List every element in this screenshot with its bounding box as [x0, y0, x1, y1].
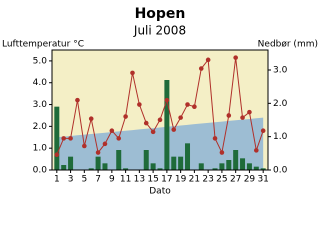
- chart-title: Hopen: [135, 6, 186, 22]
- y2-tick-label: 3.0: [273, 66, 288, 76]
- temperature-point: [157, 117, 163, 123]
- temperature-point: [178, 115, 183, 120]
- y2-tick-label: 0.0: [273, 166, 288, 176]
- precip-bar: [246, 163, 252, 170]
- temperature-point: [240, 115, 245, 120]
- precip-bar: [116, 150, 122, 170]
- temperature-point: [198, 66, 204, 71]
- temperature-point: [219, 150, 225, 155]
- x-tick-label: 9: [109, 175, 115, 185]
- temperature-point: [82, 143, 87, 149]
- precip-bar: [54, 106, 60, 170]
- x-tick-label: 31: [257, 175, 268, 185]
- temperature-point: [61, 136, 66, 141]
- temperature-point: [54, 152, 60, 158]
- precip-bar: [123, 168, 129, 170]
- temperature-point: [75, 97, 80, 103]
- precip-bar: [240, 158, 246, 170]
- temperature-point: [95, 150, 101, 155]
- y-tick-label: 5.0: [33, 56, 48, 66]
- x-tick-label: 21: [189, 175, 200, 185]
- temperature-point: [68, 136, 73, 141]
- temperature-point: [130, 70, 135, 76]
- precip-bar: [260, 168, 266, 170]
- temperature-point: [171, 127, 177, 132]
- y-tick-label: 4.0: [33, 78, 48, 88]
- precip-bar: [95, 156, 101, 170]
- temperature-point: [247, 109, 252, 115]
- precip-bar: [233, 150, 239, 170]
- x-tick-label: 1: [54, 175, 60, 185]
- precip-bar: [88, 168, 94, 170]
- temperature-point: [212, 136, 218, 141]
- plot-frame: [51, 49, 269, 171]
- x-tick-label: 13: [134, 175, 145, 185]
- temperature-point: [185, 102, 190, 107]
- precip-bar: [150, 163, 156, 170]
- precip-bar: [164, 80, 170, 170]
- temperature-point: [226, 113, 232, 118]
- x-tick-label: 5: [81, 175, 87, 185]
- x-tick-label: 3: [68, 175, 74, 185]
- x-tick-label: 17: [161, 175, 172, 185]
- temperature-point: [233, 55, 238, 60]
- x-tick-label: 19: [175, 175, 187, 185]
- precip-bar: [253, 166, 259, 170]
- temperature-point: [102, 141, 108, 147]
- precip-bar: [157, 168, 163, 170]
- x-tick-label: 23: [202, 175, 213, 185]
- x-tick-label: 25: [216, 175, 227, 185]
- x-tick-label: 15: [147, 175, 158, 185]
- y-tick-label: 0.0: [33, 166, 48, 176]
- precip-bar: [178, 156, 184, 170]
- temperature-point: [254, 148, 259, 153]
- temperature-point: [164, 97, 170, 103]
- temperature-point: [109, 128, 115, 134]
- x-tick-label: 29: [244, 175, 256, 185]
- precip-bar: [68, 156, 74, 170]
- temperature-point: [88, 116, 94, 122]
- temperature-point: [150, 129, 156, 135]
- y2-tick-label: 1.0: [273, 132, 288, 142]
- precip-bar: [198, 163, 204, 170]
- precip-bar: [226, 160, 232, 170]
- precip-bar: [61, 165, 67, 170]
- y-tick-label: 3.0: [33, 100, 48, 110]
- precip-bar: [102, 163, 108, 170]
- x-tick-label: 11: [120, 175, 131, 185]
- y2-axis-label: Nedbør (mm): [258, 40, 318, 50]
- precip-bar: [171, 156, 177, 170]
- precip-bar: [185, 143, 191, 170]
- normal-area: [56, 117, 264, 170]
- precip-bar: [143, 150, 149, 170]
- temperature-point: [192, 104, 197, 110]
- x-tick-label: 27: [230, 175, 241, 185]
- y-axis-label: Lufttemperatur °C: [2, 40, 84, 50]
- chart: Hopen Juli 2008 Lufttemperatur °C Nedbør…: [2, 6, 318, 197]
- temperature-point: [143, 120, 149, 126]
- y-tick-label: 2.0: [33, 122, 48, 132]
- temperature-point: [116, 136, 122, 141]
- temperature-point: [260, 128, 266, 134]
- y2-tick-label: 2.0: [273, 99, 288, 109]
- y-tick-label: 1.0: [33, 144, 48, 154]
- precip-bar: [212, 168, 218, 170]
- x-axis-label: Dato: [149, 187, 171, 197]
- temperature-point: [137, 102, 142, 107]
- temperature-point: [123, 114, 128, 119]
- chart-subtitle: Juli 2008: [133, 24, 186, 38]
- x-tick-label: 7: [95, 175, 101, 185]
- precip-bar: [219, 163, 225, 170]
- temperature-point: [205, 57, 211, 63]
